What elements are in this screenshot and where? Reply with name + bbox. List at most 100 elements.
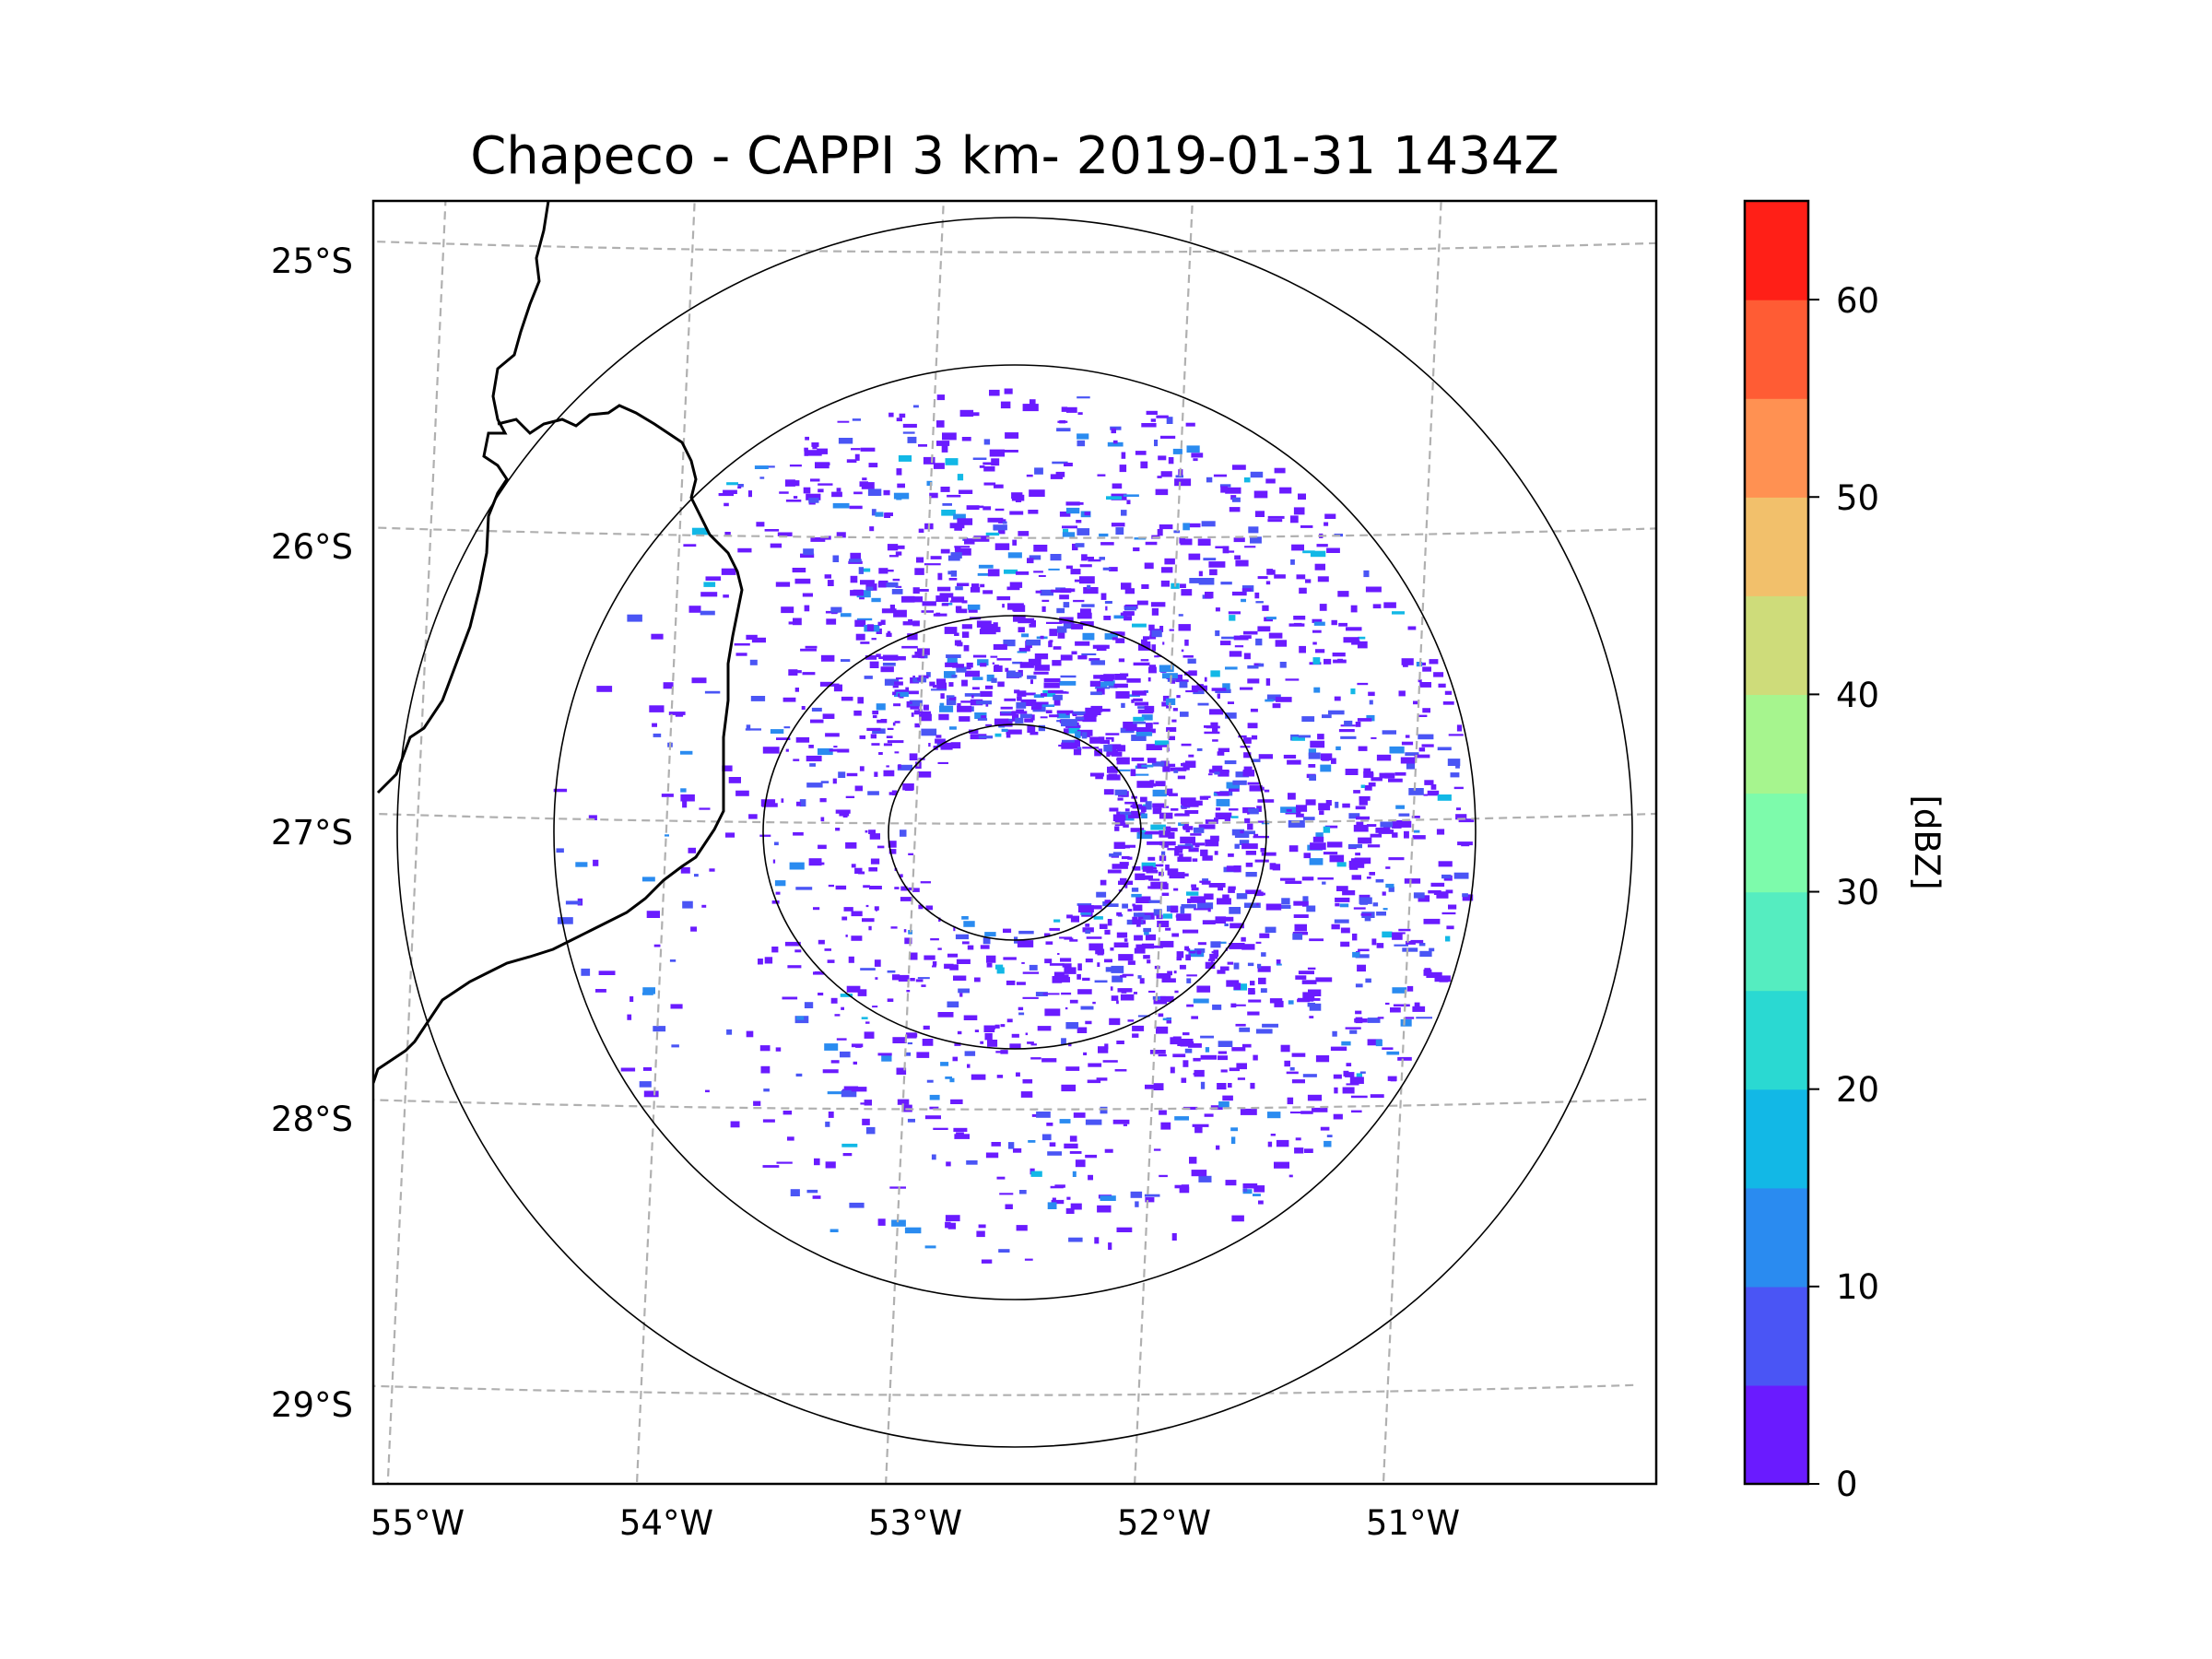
echo-cell [1274,1000,1284,1007]
echo-cell [1248,808,1259,815]
echo-cell [898,693,900,698]
echo-cell [1082,716,1097,723]
echo-cell [1085,1119,1102,1125]
colorbar-segment-35 [1745,694,1808,794]
echo-cell [1054,1184,1065,1188]
echo-cell [1126,500,1131,505]
echo-cell [1170,1037,1182,1045]
echo-cell [1120,877,1127,881]
echo-cell [1024,1258,1033,1261]
echo-cell [1215,546,1229,548]
echo-cell [796,1016,805,1020]
echo-cell [806,493,821,500]
echo-cell [1251,735,1258,740]
echo-cell [1157,920,1170,927]
echo-cell [691,677,707,684]
echo-cell [1406,761,1416,770]
echo-cell [1285,678,1300,681]
colorbar: 0 10 20 30 40 50 60 [dBZ] [1743,199,1947,1504]
echo-cell [945,1215,960,1222]
colorbar-segment-30 [1745,793,1808,893]
echo-cell [842,1153,853,1157]
echo-cell [1247,678,1260,684]
echo-cell [1333,1113,1343,1120]
echo-cell [1065,712,1070,715]
echo-cell [1123,494,1139,497]
echo-cell [1085,1154,1097,1159]
echo-cell [825,1121,830,1127]
echo-cell [868,925,872,931]
echo-cell [1241,944,1255,950]
echo-cell [972,505,984,509]
echo-cell [1143,927,1151,933]
echo-cell [1009,511,1024,515]
echo-cell [1001,711,1012,713]
colorbar-frame [1743,199,1810,1486]
echo-cell [1151,761,1165,767]
echo-cell [893,492,910,500]
echo-cell [1328,710,1345,715]
echo-cell [1121,582,1132,590]
echo-cell [953,975,967,981]
echo-cell [1172,708,1178,712]
echo-cell [1175,813,1183,817]
echo-cell [970,412,980,417]
echo-cell [1207,773,1213,776]
echo-cell [759,1045,771,1052]
echo-cell [796,801,801,806]
echo-cell [869,886,882,889]
echo-cell [901,645,918,649]
echo-cell [1281,898,1290,905]
echo-cell [948,682,954,687]
echo-cell [1174,1116,1189,1121]
echo-cell [1077,433,1089,440]
lat-label-29s: 29°S [271,1385,353,1425]
echo-cell [1035,590,1042,594]
echo-cell [1366,877,1371,879]
echo-cell [1015,717,1024,724]
echo-cell [1382,1047,1394,1050]
echo-cell [1136,781,1154,788]
echo-cell [1069,588,1076,593]
echo-cell [746,634,758,641]
echo-cell [974,977,981,982]
echo-cell [1018,1012,1025,1016]
echo-cell [1112,1119,1130,1124]
echo-cell [834,1014,841,1017]
echo-cell [770,543,782,548]
echo-cell [1389,746,1405,754]
echo-cell [1231,1215,1244,1222]
echo-cell [1312,836,1324,842]
echo-cell [1277,963,1282,966]
echo-cell [1092,1001,1096,1005]
range-ring-1 [888,724,1142,941]
echo-cell [1132,1025,1145,1031]
echo-cell [1184,843,1192,846]
echo-cell [1239,1027,1251,1032]
echo-cell [1007,552,1022,559]
echo-cell [932,685,937,688]
echo-cell [930,556,942,559]
echo-cell [992,662,995,665]
echo-cell [1437,747,1452,751]
echo-cell [1111,965,1124,973]
echo-cell [1077,905,1094,912]
echo-cell [1225,1180,1237,1186]
echo-cell [1109,853,1119,857]
echo-cell [1118,658,1125,663]
echo-cell [1264,789,1270,793]
echo-cell [1085,710,1101,715]
echo-cell [820,781,830,783]
echo-cell [895,551,902,556]
echo-cell [912,888,920,892]
echo-cell [1079,576,1095,584]
echo-cell [753,1100,761,1106]
echo-cell [737,547,752,553]
echo-cell [1112,483,1123,489]
echo-cell [907,633,918,641]
echo-cell [1018,627,1025,633]
echo-cell [1030,679,1033,685]
echo-cell [983,482,996,486]
echo-cell [1148,990,1156,993]
echo-cell [1100,739,1110,745]
